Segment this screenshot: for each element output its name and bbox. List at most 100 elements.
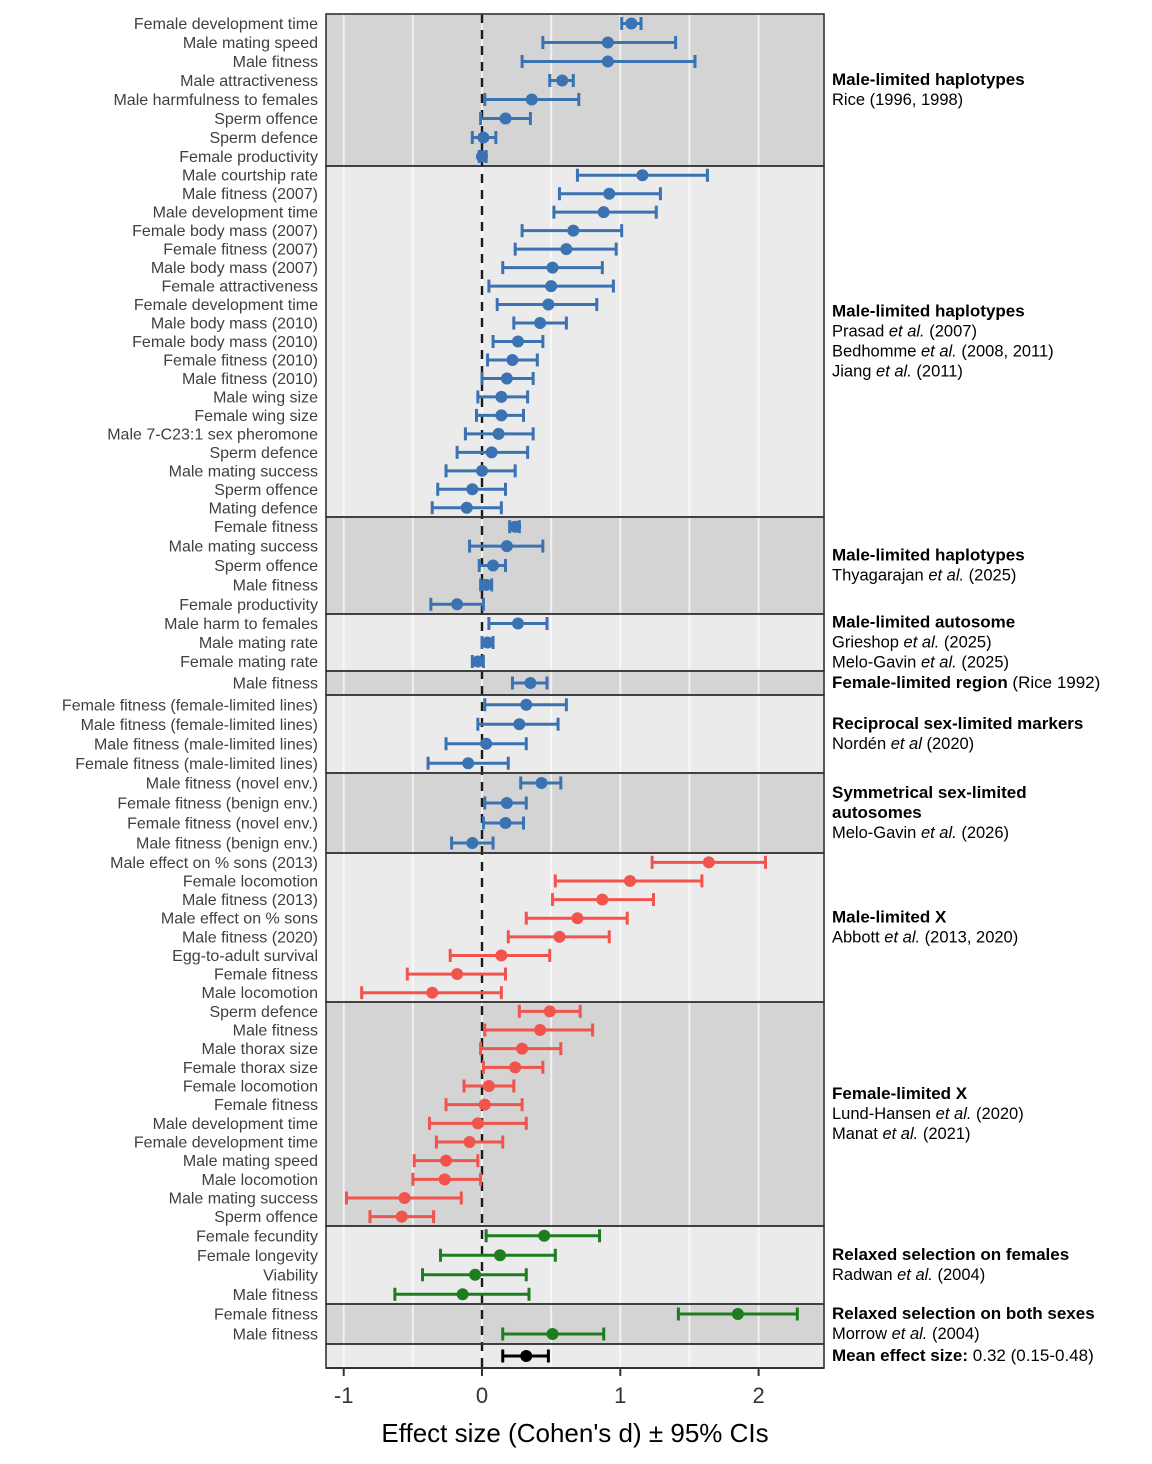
row-label: Female fitness (2007) (163, 242, 318, 259)
point-estimate (542, 298, 555, 311)
forest-row: Female development time (134, 297, 599, 314)
forest-row: Female longevity (197, 1248, 557, 1265)
point-estimate (466, 837, 479, 849)
point-estimate (516, 1042, 529, 1055)
forest-row: Viability (263, 1267, 528, 1284)
row-label: Female fitness (female-limited lines) (62, 697, 318, 714)
point-estimate (520, 1350, 533, 1362)
row-label: Female fitness (novel env.) (127, 816, 318, 833)
point-estimate (520, 698, 533, 711)
row-label: Female attractiveness (161, 279, 318, 296)
forest-row: Male development time (153, 205, 658, 222)
group-title: Male-limited X (832, 908, 947, 927)
point-estimate (534, 1024, 547, 1036)
forest-row: Male locomotion (202, 1172, 483, 1189)
point-estimate (538, 1229, 551, 1242)
forest-row: Female mating rate (180, 654, 485, 671)
panel-background (326, 1226, 824, 1304)
row-label: Male fitness (233, 1287, 318, 1304)
x-axis-tick-label: 0 (476, 1383, 488, 1408)
point-estimate (596, 893, 609, 906)
row-label: Male courtship rate (182, 168, 318, 185)
point-estimate (440, 1154, 453, 1167)
forest-row: Male development time (153, 1116, 528, 1133)
point-estimate (511, 617, 524, 630)
forest-row: Male fitness (233, 1287, 531, 1304)
group-title: Female-limited X (832, 1084, 968, 1103)
forest-row: Female body mass (2010) (132, 334, 545, 351)
point-estimate (451, 598, 464, 611)
point-estimate (471, 1117, 484, 1130)
forest-row: Male harmfulness to females (113, 92, 581, 109)
point-estimate (499, 112, 512, 125)
forest-row: Sperm offence (214, 111, 532, 128)
row-label: Female wing size (194, 408, 318, 425)
row-label: Viability (263, 1267, 318, 1284)
forest-row: Male wing size (213, 389, 530, 406)
panel-background (326, 773, 824, 853)
point-estimate (534, 317, 547, 330)
row-label: Male development time (153, 1116, 319, 1133)
row-label: Female body mass (2007) (132, 223, 318, 240)
point-estimate (463, 1136, 476, 1148)
group-title: Male-limited haplotypes (832, 70, 1025, 89)
forest-row: Male fitness (233, 1327, 606, 1344)
row-label: Male fitness (female-limited lines) (81, 717, 318, 734)
forest-row: Male effect on % sons (161, 911, 629, 928)
group-title: Reciprocal sex-limited markers (832, 714, 1083, 733)
forest-row: Female fitness (214, 519, 522, 536)
point-estimate (560, 243, 573, 256)
row-label: Male locomotion (202, 985, 319, 1002)
row-label: Male fitness (233, 54, 318, 71)
row-label: Sperm defence (209, 130, 318, 147)
point-estimate (567, 224, 580, 237)
forest-row: Female fitness (214, 1307, 799, 1324)
row-label: Female development time (134, 16, 318, 33)
point-estimate (545, 280, 558, 293)
forest-row: Male fitness (2020) (182, 929, 611, 946)
row-label: Male locomotion (202, 1172, 319, 1189)
forest-row: Male mating rate (199, 635, 495, 652)
forest-row: Male harm to females (164, 616, 549, 633)
x-axis-tick-label: 2 (752, 1383, 764, 1408)
point-estimate (511, 335, 524, 348)
point-estimate (438, 1173, 451, 1186)
row-label: Sperm offence (214, 111, 318, 128)
forest-row: Female wing size (194, 408, 525, 425)
forest-row: Sperm defence (209, 130, 498, 147)
point-estimate (426, 986, 439, 999)
forest-row: Male fitness (233, 577, 494, 594)
point-estimate (478, 1098, 491, 1111)
point-estimate (623, 874, 636, 887)
point-estimate (456, 1288, 469, 1301)
row-label: Male fitness (2020) (182, 929, 318, 946)
row-label: Sperm offence (214, 558, 318, 575)
row-label: Female productivity (179, 597, 318, 614)
row-label: Sperm offence (214, 482, 318, 499)
row-label: Male fitness (233, 1327, 318, 1344)
forest-row: Male locomotion (202, 985, 503, 1002)
forest-row: Male fitness (female-limited lines) (81, 717, 560, 734)
point-estimate (535, 777, 548, 789)
forest-row: Female fitness (214, 1097, 524, 1114)
group-citation: Bedhomme et al. (2008, 2011) (832, 343, 1054, 361)
group-citation: Manat et al. (2021) (832, 1125, 971, 1143)
forest-row: Female body mass (2007) (132, 223, 624, 240)
group-citation: Abbott et al. (2013, 2020) (832, 929, 1018, 947)
forest-row: Mating defence (209, 500, 503, 517)
panel-background (326, 695, 824, 773)
forest-row: Male thorax size (202, 1041, 563, 1058)
group-citation: Melo-Gavin et al. (2026) (832, 824, 1009, 842)
forest-row: Male fitness (benign env.) (136, 836, 495, 853)
row-label: Female thorax size (183, 1060, 318, 1077)
forest-row: Male fitness (2013) (182, 892, 655, 909)
forest-row: Female fitness (novel env.) (127, 816, 525, 833)
row-label: Female fitness (male-limited lines) (75, 756, 318, 773)
group-citation: Prasad et al. (2007) (832, 323, 977, 341)
forest-row: Male fitness (233, 1023, 595, 1040)
forest-row: Female fitness (2007) (163, 242, 618, 259)
point-estimate (487, 559, 500, 572)
group-title: Relaxed selection on both sexes (832, 1304, 1095, 1323)
row-label: Mating defence (209, 500, 319, 517)
